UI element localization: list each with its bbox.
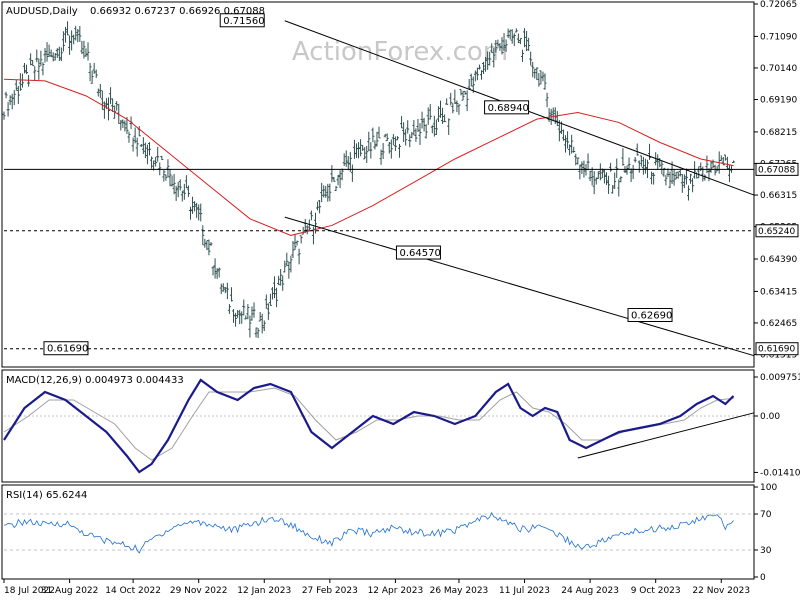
rsi-tick-label: 100 — [760, 483, 777, 493]
x-tick-label: 29 Nov 2022 — [170, 586, 228, 596]
price-tick-label: 0.72065 — [760, 0, 797, 10]
trendline-channel-lower — [284, 216, 755, 357]
x-tick-label: 22 Nov 2023 — [692, 586, 750, 596]
macd-line — [3, 378, 735, 474]
rsi-tick-label: 30 — [760, 546, 772, 556]
rsi-line — [3, 511, 734, 554]
level-tag — [755, 342, 799, 356]
macd-tick-label: 0.009751 — [760, 373, 800, 383]
level-tag-label: 0.61690 — [758, 345, 795, 355]
level-tag — [755, 224, 799, 238]
rsi-panel-frame — [1, 484, 755, 580]
price-tick-label: 0.63415 — [760, 287, 797, 297]
price-panel-frame — [1, 1, 755, 368]
price-tick-label: 0.68215 — [760, 128, 797, 138]
ohlc-bars — [2, 21, 736, 339]
price-tick-label: 0.70140 — [760, 64, 797, 74]
rsi-layer: 100 70 30 0 — [3, 483, 777, 583]
price-tick-label: 0.71090 — [760, 32, 797, 42]
annotation-box — [484, 100, 530, 115]
price-tick-label: 0.62465 — [760, 319, 797, 329]
annotation-label: 0.61690 — [47, 344, 88, 355]
rsi-tick-label: 70 — [760, 510, 772, 520]
x-tick-label: 14 Oct 2022 — [105, 586, 161, 596]
symbol-label: AUDUSD,Daily — [6, 6, 78, 17]
x-tick-label: 24 Aug 2023 — [561, 586, 619, 596]
x-tick-label: 27 Feb 2023 — [302, 586, 358, 596]
macd-trendline — [577, 412, 755, 459]
watermark: ActionForex.com — [292, 37, 508, 67]
macd-layer: 0.009751 0.00 -0.014107 — [3, 373, 800, 478]
macd-title: MACD(12,26,9) 0.004973 0.004433 — [6, 375, 184, 386]
price-tick-label: 0.64390 — [760, 255, 797, 265]
price-tick-label: 0.66315 — [760, 191, 797, 201]
x-tick-label: 26 May 2023 — [430, 586, 489, 596]
macd-tick-label: 0.00 — [760, 412, 780, 422]
annotation-label: 0.62690 — [631, 310, 672, 321]
macd-panel-frame — [1, 369, 755, 483]
rsi-tick-label: 0 — [760, 573, 766, 583]
macd-signal-line — [3, 387, 734, 461]
level-tag-label: 0.67088 — [758, 165, 795, 175]
annotation-label: 0.71560 — [223, 16, 264, 27]
x-tick-label: 12 Apr 2023 — [368, 586, 424, 596]
x-tick-label: 31 Aug 2022 — [41, 586, 99, 596]
macd-tick-label: -0.014107 — [760, 468, 800, 478]
x-tick-label: 12 Jan 2023 — [237, 586, 291, 596]
level-tag-label: 0.65240 — [758, 227, 795, 237]
level-tag — [755, 162, 799, 176]
rsi-title: RSI(14) 65.6244 — [6, 490, 87, 501]
annotation-box — [43, 341, 89, 356]
annotation-label: 0.64570 — [399, 248, 440, 259]
price-layer: 0.720650.710900.701400.691900.682150.672… — [2, 0, 799, 361]
annotation-box — [219, 13, 265, 28]
price-tick-label: 0.69190 — [760, 96, 797, 106]
x-tick-label: 18 Jul 2022 — [4, 586, 55, 596]
annotation-box — [395, 245, 441, 260]
price-tick-label: 0.61515 — [760, 351, 797, 361]
ohlc-values: 0.66932 0.67237 0.66926 0.67088 — [90, 6, 265, 17]
annotation-label: 0.68940 — [488, 103, 529, 114]
annotation-box — [627, 307, 673, 322]
sma-line — [3, 78, 734, 236]
x-tick-label: 9 Oct 2023 — [631, 586, 681, 596]
x-tick-label: 11 Jul 2023 — [499, 586, 550, 596]
